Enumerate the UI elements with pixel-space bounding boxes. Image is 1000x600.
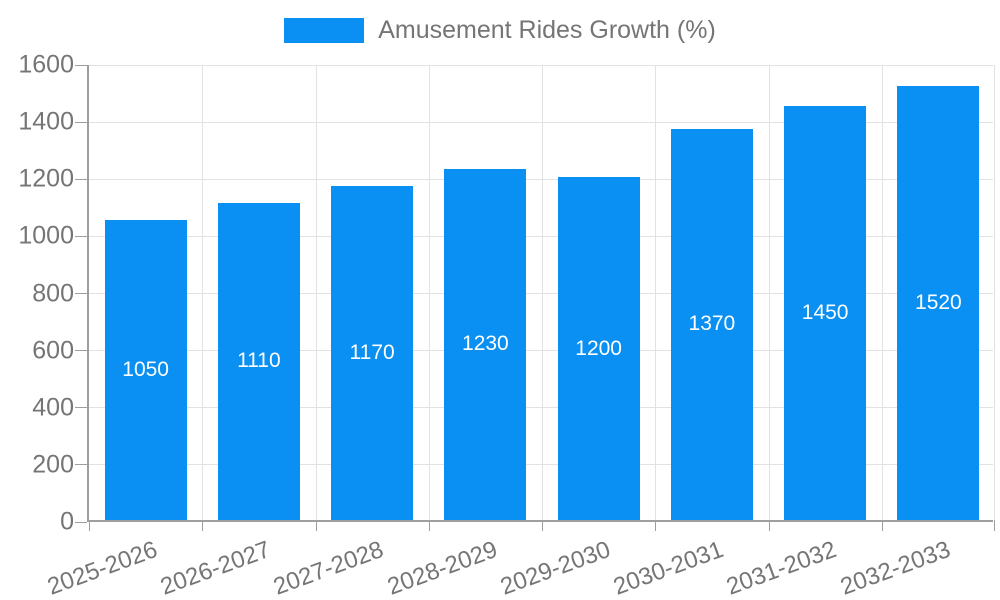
- gridline-vertical: [202, 65, 204, 520]
- x-axis-tick: [202, 520, 204, 531]
- bar-value-label: 1050: [122, 358, 169, 382]
- y-axis-tick-label: 600: [32, 336, 74, 365]
- bar-value-label: 1230: [462, 332, 509, 356]
- gridline-horizontal: [89, 407, 993, 409]
- x-axis-tick: [89, 520, 90, 531]
- bar-2032-2033[interactable]: 1520: [897, 85, 980, 520]
- x-axis-tick-label: 2027-2028: [270, 536, 388, 600]
- x-axis-tick-label: 2030-2031: [610, 536, 728, 600]
- y-axis-tick-label: 800: [32, 279, 74, 307]
- chart-legend: Amusement Rides Growth (%): [0, 16, 1000, 45]
- legend-item[interactable]: Amusement Rides Growth (%): [284, 16, 716, 45]
- y-axis-tick-label: 1400: [18, 107, 74, 136]
- y-axis-tick-label: 400: [32, 393, 74, 422]
- gridline-vertical: [881, 65, 883, 520]
- x-axis-tick: [542, 520, 543, 531]
- y-axis-tick-label: 1000: [18, 221, 74, 250]
- y-axis-tick-label: 1600: [18, 50, 74, 79]
- y-axis-tick: [75, 293, 87, 294]
- gridline-vertical: [315, 65, 317, 520]
- x-axis-tick-label: 2029-2030: [496, 536, 614, 600]
- bar-value-label: 1450: [801, 300, 849, 324]
- bar-2029-2030[interactable]: 1200: [557, 177, 640, 520]
- y-axis-tick-label: 1200: [18, 164, 74, 193]
- bar-2031-2032[interactable]: 1450: [784, 105, 867, 520]
- y-axis-tick: [75, 178, 87, 180]
- y-axis-tick: [75, 64, 87, 66]
- gridline-vertical: [655, 65, 657, 520]
- gridline-vertical: [428, 65, 430, 520]
- x-axis-tick: [655, 520, 657, 531]
- y-axis-tick-label: 0: [60, 507, 74, 536]
- x-axis-tick-label: 2031-2032: [723, 536, 841, 600]
- x-axis-tick: [881, 520, 883, 531]
- y-axis-tick: [75, 407, 87, 409]
- y-axis-tick: [75, 521, 87, 523]
- x-axis-tick-label: 2026-2027: [157, 536, 275, 600]
- x-axis-tick: [315, 520, 317, 531]
- bar-value-label: 1200: [575, 336, 622, 360]
- plot-area: 1050 1110 1170 1230 1200 1370 1450 1520: [75, 64, 995, 531]
- bar-2025-2026[interactable]: 1050: [104, 220, 187, 520]
- x-axis-tick: [994, 520, 995, 531]
- bar-2028-2029[interactable]: 1230: [444, 168, 527, 520]
- legend-label: Amusement Rides Growth (%): [378, 16, 716, 44]
- x-axis-tick-label: 2028-2029: [383, 536, 501, 600]
- gridline-horizontal: [89, 464, 993, 466]
- x-axis-tick-label: 2032-2033: [836, 536, 954, 600]
- x-axis-tick: [428, 520, 430, 531]
- gridline-vertical: [994, 65, 995, 520]
- bar-value-label: 1110: [237, 349, 281, 373]
- y-axis-tick: [75, 235, 87, 237]
- y-axis-tick: [75, 121, 87, 123]
- y-axis-tick: [75, 464, 87, 466]
- gridline-horizontal: [89, 293, 993, 294]
- gridline-horizontal: [89, 350, 993, 352]
- bar-2026-2027[interactable]: 1110: [217, 202, 300, 520]
- bar-value-label: 1520: [915, 290, 962, 314]
- gridline-vertical: [542, 65, 543, 520]
- gridline-vertical: [768, 65, 770, 520]
- gridline-horizontal: [89, 178, 993, 180]
- x-axis-tick: [768, 520, 770, 531]
- bar-value-label: 1370: [688, 312, 736, 336]
- gridline-horizontal: [89, 64, 993, 66]
- gridline-horizontal: [89, 235, 993, 237]
- legend-swatch: [284, 18, 365, 43]
- bar-2030-2031[interactable]: 1370: [670, 128, 753, 520]
- bar-value-label: 1170: [349, 340, 395, 364]
- y-axis-tick-label: 200: [32, 450, 74, 479]
- x-axis-tick-label: 2025-2026: [43, 536, 161, 600]
- gridline-horizontal: [89, 121, 993, 123]
- y-axis-tick: [75, 350, 87, 352]
- bar-2027-2028[interactable]: 1170: [331, 185, 414, 520]
